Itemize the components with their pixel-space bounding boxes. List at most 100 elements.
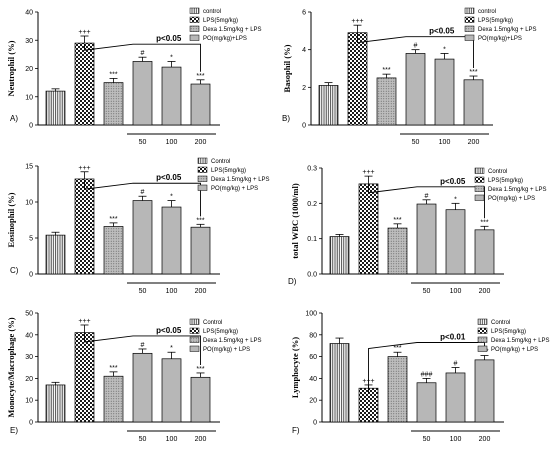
legend-swatch: [189, 345, 200, 352]
legend-label: PO(mg/kg) + LPS: [203, 347, 250, 353]
legend-swatch: [189, 318, 200, 325]
y-tick-label: 20: [25, 376, 33, 383]
legend-label: PO(mg/kg)+LPS: [478, 36, 522, 42]
significance-marker: ***: [469, 69, 477, 76]
legend-swatch: [189, 16, 200, 23]
significance-marker: ###: [421, 371, 433, 378]
legend-label: Dexa 1.5mg/kg + LPS: [488, 187, 547, 193]
x-tick-label: 200: [195, 436, 207, 443]
panel-label: D): [288, 277, 297, 286]
legend-label: Dexa 1.5mg/kg + LPS: [203, 27, 262, 33]
bar: [45, 234, 66, 275]
bar: [463, 79, 484, 126]
x-tick-label: 50: [423, 436, 431, 443]
significance-marker: ***: [393, 217, 401, 224]
legend-label: LPS(5mg/kg): [203, 18, 238, 24]
p-value-label: p<0.05: [440, 177, 466, 186]
significance-marker: +++: [78, 318, 90, 325]
legend-label: Control: [488, 169, 507, 175]
significance-marker: *: [170, 345, 173, 352]
bar: [132, 200, 153, 275]
bar: [445, 372, 466, 423]
y-tick-label: 20: [309, 398, 317, 405]
y-tick-label: 40: [25, 332, 33, 339]
bar: [318, 85, 339, 126]
bar: [45, 90, 66, 126]
bar: [434, 58, 455, 126]
y-tick-label: 0.0: [307, 272, 317, 279]
significance-marker: #: [141, 50, 145, 57]
bar: [190, 83, 211, 126]
y-tick-label: 30: [25, 38, 33, 45]
comparison-bracket: [84, 332, 201, 365]
legend-label: LPS(5mg/kg): [203, 329, 238, 335]
legend-label: control: [203, 9, 221, 15]
legend-label: LPS(5mg/kg): [488, 178, 523, 184]
p-value-label: p<0.05: [156, 173, 182, 182]
significance-marker: ***: [480, 219, 488, 226]
x-tick-label: 100: [166, 288, 178, 295]
legend-swatch: [477, 345, 488, 352]
bar: [103, 226, 124, 275]
bar: [376, 77, 397, 126]
legend-swatch: [474, 194, 485, 201]
legend-swatch: [197, 175, 208, 182]
p-value-label: p<0.05: [156, 326, 182, 335]
panel-label: B): [282, 114, 290, 123]
legend-swatch: [197, 184, 208, 191]
comparison-bracket: [368, 342, 485, 393]
y-tick-label: 0: [29, 123, 33, 130]
legend-swatch: [189, 336, 200, 343]
legend-swatch: [474, 167, 485, 174]
significance-marker: ***: [109, 71, 117, 78]
p-value-label: p<0.05: [429, 27, 455, 36]
y-tick-label: 0: [29, 272, 33, 279]
legend-swatch: [477, 318, 488, 325]
legend-swatch: [464, 16, 475, 23]
bar: [416, 382, 437, 423]
significance-marker: #: [414, 43, 418, 50]
legend-label: Control: [203, 320, 222, 326]
bar: [103, 82, 124, 126]
y-tick-label: 15: [25, 164, 33, 171]
significance-marker: *: [443, 46, 446, 53]
legend: Control LPS(5mg/kg) Dexa 1.5mg/kg + LPS PO(…: [189, 318, 262, 353]
legend-swatch: [477, 336, 488, 343]
comparison-bracket: [368, 184, 485, 219]
x-tick-label: 100: [450, 288, 462, 295]
p-value-label: p<0.01: [440, 333, 466, 342]
legend-swatch: [189, 327, 200, 334]
y-axis-label: total WBC (1000/ml): [290, 183, 300, 259]
bar: [387, 227, 408, 275]
legend-label: PO(mg/kg) + LPS: [488, 196, 535, 202]
y-axis-label: Monocyte/Macrophage (%): [6, 317, 16, 417]
x-tick-label: 50: [139, 139, 147, 146]
significance-marker: *: [170, 54, 173, 61]
bar: [358, 183, 379, 275]
significance-marker: *: [170, 194, 173, 201]
bar: [387, 356, 408, 423]
y-tick-label: 10: [25, 200, 33, 207]
y-axis-label: Basophil (%): [282, 44, 292, 92]
x-tick-label: 100: [439, 139, 451, 146]
legend-swatch: [464, 7, 475, 14]
x-tick-label: 50: [139, 436, 147, 443]
significance-marker: ***: [196, 366, 204, 373]
bar: [405, 53, 426, 126]
bar: [161, 358, 182, 423]
y-axis-label: Lymphocyte (%): [290, 337, 300, 398]
bar: [474, 359, 495, 423]
legend-swatch: [197, 166, 208, 173]
legend-swatch: [464, 34, 475, 41]
y-tick-label: 100: [305, 311, 317, 318]
legend-label: PO(mg/kg)+LPS: [203, 36, 247, 42]
bar: [416, 203, 437, 275]
legend-label: Control: [211, 159, 230, 165]
y-tick-label: 50: [25, 311, 33, 318]
y-tick-label: 0: [29, 420, 33, 427]
